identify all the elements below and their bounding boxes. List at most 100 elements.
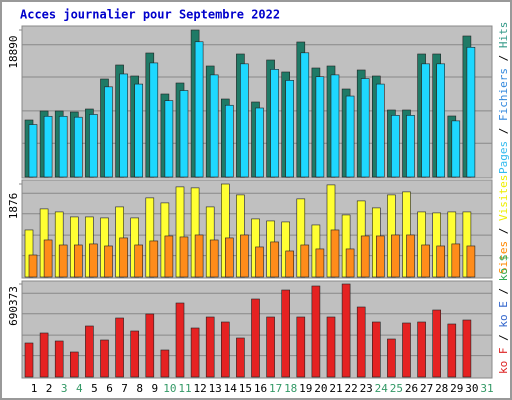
bar [451, 120, 461, 178]
bar [190, 327, 200, 378]
bar [436, 245, 446, 278]
x-tick-label: 14 [224, 382, 238, 395]
legend-text: Sites / Visites [497, 175, 510, 274]
bar [115, 317, 124, 378]
bar [300, 244, 310, 278]
legend-entry: Fichiers [497, 68, 510, 121]
bar [466, 46, 476, 178]
bar [175, 302, 185, 378]
bar [300, 52, 310, 178]
legend-entry: ko E [497, 301, 510, 328]
bar [270, 241, 279, 278]
bar [391, 115, 400, 178]
bar [149, 62, 159, 178]
x-tick-label: 5 [91, 382, 98, 395]
x-tick-label: 6 [106, 382, 113, 395]
bar [371, 321, 381, 378]
bar [387, 338, 396, 378]
bar [345, 248, 355, 278]
legend-entry: Pages [497, 141, 510, 174]
bar [285, 250, 295, 278]
y-tick-group: 18890 [7, 35, 20, 68]
x-tick-label: 11 [178, 382, 191, 395]
bar [28, 254, 38, 278]
x-tick-label: 18 [284, 382, 297, 395]
legend-entry: ko $ [497, 255, 510, 282]
x-tick-label: 27 [420, 382, 433, 395]
bar [58, 244, 68, 278]
bar [100, 339, 109, 378]
bar [225, 237, 234, 278]
legend-separator: / [497, 48, 510, 68]
x-tick-label: 9 [151, 382, 158, 395]
bar [345, 95, 355, 178]
bar [179, 236, 189, 278]
bar [356, 306, 366, 378]
bar [281, 289, 291, 378]
bar [119, 73, 128, 178]
x-tick-label: 31 [480, 382, 493, 395]
x-tick-label: 13 [209, 382, 222, 395]
x-tick-label: 4 [76, 382, 83, 395]
legend-separator: / [497, 281, 510, 301]
y-tick-label: 1876 [7, 193, 20, 220]
bar [134, 83, 143, 178]
x-tick-label: 24 [375, 382, 389, 395]
bar [240, 63, 249, 178]
bar [255, 246, 264, 278]
y-tick-label: 18890 [7, 35, 20, 68]
x-tick-label: 22 [344, 382, 357, 395]
x-tick-label: 3 [61, 382, 68, 395]
x-tick-label: 23 [360, 382, 373, 395]
legend-entry: Visites [497, 175, 510, 221]
bar [311, 285, 321, 378]
bar [402, 322, 411, 378]
bar [43, 239, 53, 278]
legend-entry: Hits [497, 22, 510, 49]
legend-entry: ko F [497, 348, 510, 375]
bar [149, 240, 159, 278]
bar [236, 337, 245, 378]
legend-entry: Sites [497, 241, 510, 274]
bar [194, 234, 204, 278]
bar [315, 248, 325, 278]
y-tick-group: 1876 [7, 193, 20, 220]
bar [240, 234, 249, 278]
legend: Sites / Visites [497, 175, 510, 274]
bar [70, 351, 79, 378]
bar [74, 116, 83, 178]
bar [209, 239, 219, 278]
bar [164, 100, 174, 178]
bar [24, 342, 34, 378]
bar [54, 340, 64, 378]
bar [270, 69, 279, 178]
bar [341, 283, 351, 378]
bar [330, 229, 340, 278]
bar [85, 325, 94, 378]
bar [417, 321, 426, 378]
bar [74, 244, 83, 278]
x-tick-label: 2 [46, 382, 53, 395]
x-tick-label: 25 [390, 382, 403, 395]
bar [194, 41, 204, 178]
bar [315, 76, 325, 178]
bar [462, 319, 472, 378]
legend-separator: / [497, 121, 510, 141]
bar [145, 313, 155, 378]
bar [28, 124, 38, 178]
bar [134, 244, 143, 278]
x-tick-label: 16 [254, 382, 267, 395]
legend: Pages / Fichiers / Hits [497, 22, 510, 174]
legend: ko F / ko E / ko $ [497, 255, 510, 374]
bar [43, 115, 53, 178]
bar [421, 244, 430, 278]
bar [326, 316, 336, 378]
bar [160, 349, 170, 378]
x-tick-label: 30 [465, 382, 478, 395]
bar [39, 332, 49, 378]
bar [375, 235, 385, 278]
bar [225, 104, 234, 178]
x-tick-label: 17 [269, 382, 282, 395]
bar [58, 115, 68, 178]
